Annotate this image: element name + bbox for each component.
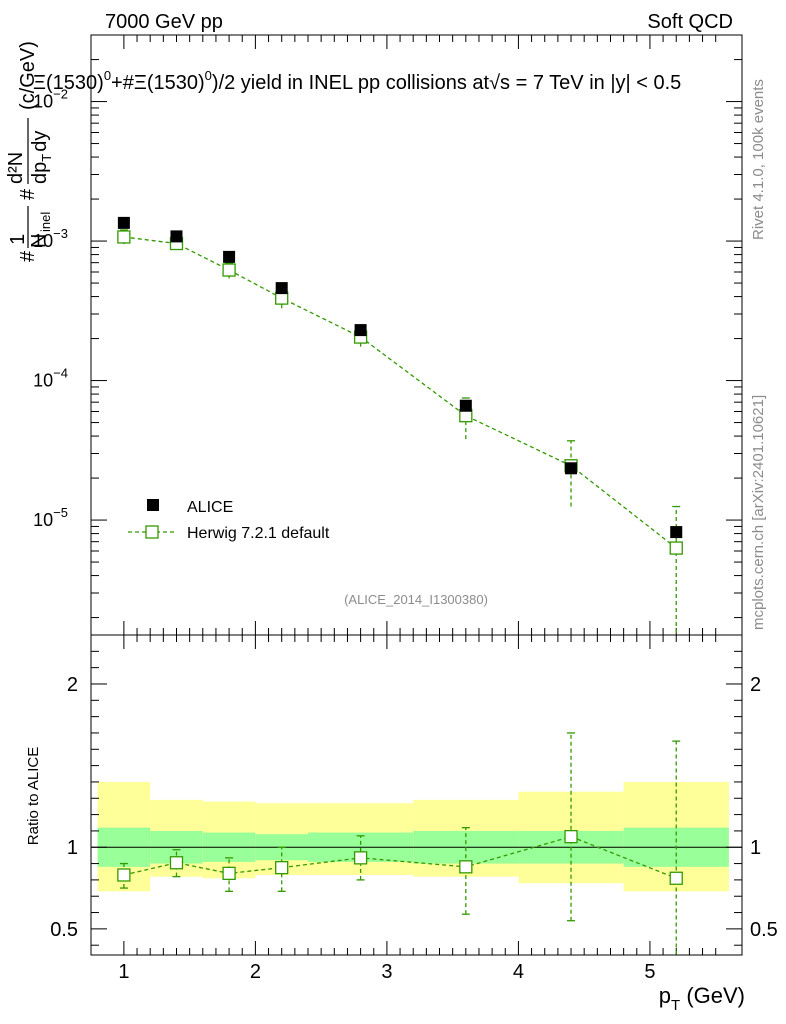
title-sup2: 0 (205, 68, 212, 83)
x-axis-label: pT (GeV) (659, 983, 745, 1014)
data-point (223, 250, 236, 263)
ratio-y-tick-labels-right: 0.5 1 2 (750, 674, 778, 941)
title-sqrt: √s (489, 72, 510, 94)
tick-base: 10 (33, 371, 53, 391)
x-tick-label: 3 (381, 961, 392, 983)
ratio-y-tick-label-right: 2 (750, 674, 761, 696)
x-tick-labels: 1 2 3 4 5 (118, 961, 655, 983)
ylabel-t: T (39, 154, 54, 162)
x-tick-label: 4 (513, 961, 524, 983)
tick-base: 10 (33, 231, 53, 251)
ylabel-unit: (c/GeV) (17, 41, 39, 110)
x-tick-label: 1 (118, 961, 129, 983)
ratio-y-axis-label: Ratio to ALICE (25, 747, 42, 845)
main-y-tick-label: 10−5 (33, 505, 68, 530)
ratio-mc-series (117, 732, 683, 955)
x-tick-label: 2 (250, 961, 261, 983)
mcplots-label: mcplots.cern.ch [arXiv:2401.10621] (750, 395, 767, 630)
svg-text:dpTdy: dpTdy (29, 131, 54, 184)
ylabel-d2n: d²N (5, 152, 27, 184)
ratio-point (564, 829, 578, 844)
x-tick-label: 5 (644, 961, 655, 983)
title-part4: = 7 TeV in |y| < 0.5 (510, 72, 681, 94)
main-y-tick-label: 10−2 (33, 87, 68, 112)
ratio-point (669, 871, 683, 885)
main-y-tick-label: 10−3 (33, 226, 68, 251)
ylabel-inel: inel (38, 212, 53, 232)
main-y-axis-label: #1 N inel # d²N dpTdy (c/GeV) (5, 41, 54, 262)
mc-point (117, 230, 131, 244)
ratio-point (459, 860, 473, 874)
data-point (170, 230, 183, 243)
main-data-series (117, 216, 683, 539)
mc-point (669, 541, 683, 555)
ylabel-hash: # (17, 250, 39, 262)
legend-data-label: ALICE (187, 499, 233, 516)
header-left: 7000 GeV pp (105, 11, 223, 33)
rivet-label: Rivet 4.1.0, 100k events (750, 79, 767, 240)
ratio-y-tick-label-right: 0.5 (750, 919, 778, 941)
ratio-y-tick-label-right: 1 (750, 837, 761, 859)
ratio-y-tick-label: 2 (67, 674, 78, 696)
tick-base: 10 (33, 92, 53, 112)
ylabel-one: 1 (7, 234, 29, 245)
ratio-point (222, 866, 236, 881)
main-y-tick-label: 10−4 (33, 366, 68, 391)
data-point (117, 216, 130, 229)
ratio-uncertainty-bands (97, 781, 729, 892)
title-sup1: 0 (104, 68, 111, 83)
main-mc-series (117, 229, 683, 635)
ratio-point (169, 856, 184, 870)
data-point (354, 324, 367, 337)
ratio-y-tick-label: 1 (67, 837, 78, 859)
ylabel-hash2: # (17, 188, 39, 200)
main-y-tick-labels: 10−210−310−410−5 (33, 87, 68, 531)
tick-exponent: −3 (53, 226, 68, 241)
ratio-y-tick-label: 0.5 (50, 919, 78, 941)
data-point (275, 282, 288, 295)
data-point (565, 462, 578, 475)
legend: ALICE Herwig 7.2.1 default (128, 499, 330, 542)
plot-title: Ξ(1530)0+#Ξ(1530)0)/2 yield in INEL pp c… (33, 68, 681, 94)
mc-point (222, 263, 236, 277)
xlabel-unit: (GeV) (680, 983, 745, 1008)
title-part2: +#Ξ(1530) (111, 72, 205, 94)
legend-data-marker (147, 499, 159, 511)
tick-exponent: −4 (53, 366, 68, 381)
data-point (670, 526, 683, 539)
ylabel-dy: dy (29, 131, 51, 152)
ratio-point (117, 868, 131, 882)
tick-base: 10 (33, 510, 53, 530)
ratio-line (123, 835, 677, 879)
legend-mc-label: Herwig 7.2.1 default (187, 525, 330, 542)
data-point (459, 399, 472, 412)
ratio-point (275, 861, 289, 875)
xlabel-p: p (659, 983, 671, 1008)
axis-ticks (91, 34, 742, 955)
title-part1: Ξ(1530) (33, 72, 104, 94)
analysis-watermark: (ALICE_2014_I1300380) (344, 592, 488, 607)
ratio-y-tick-labels-left: 0.5 1 2 (50, 674, 78, 941)
ylabel-n: N (28, 234, 50, 248)
legend-mc-marker (145, 525, 159, 539)
ratio-frame (90, 634, 743, 956)
main-frame (90, 34, 743, 636)
header-right: Soft QCD (647, 11, 733, 33)
ylabel-dpt: dp (29, 162, 51, 184)
ratio-point (353, 851, 368, 865)
title-part3: )/2 yield in INEL pp collisions at (212, 72, 490, 94)
tick-exponent: −5 (53, 505, 68, 520)
tick-exponent: −2 (53, 87, 68, 102)
svg-text:#1: #1 (7, 234, 39, 262)
xlabel-t: T (671, 997, 680, 1014)
